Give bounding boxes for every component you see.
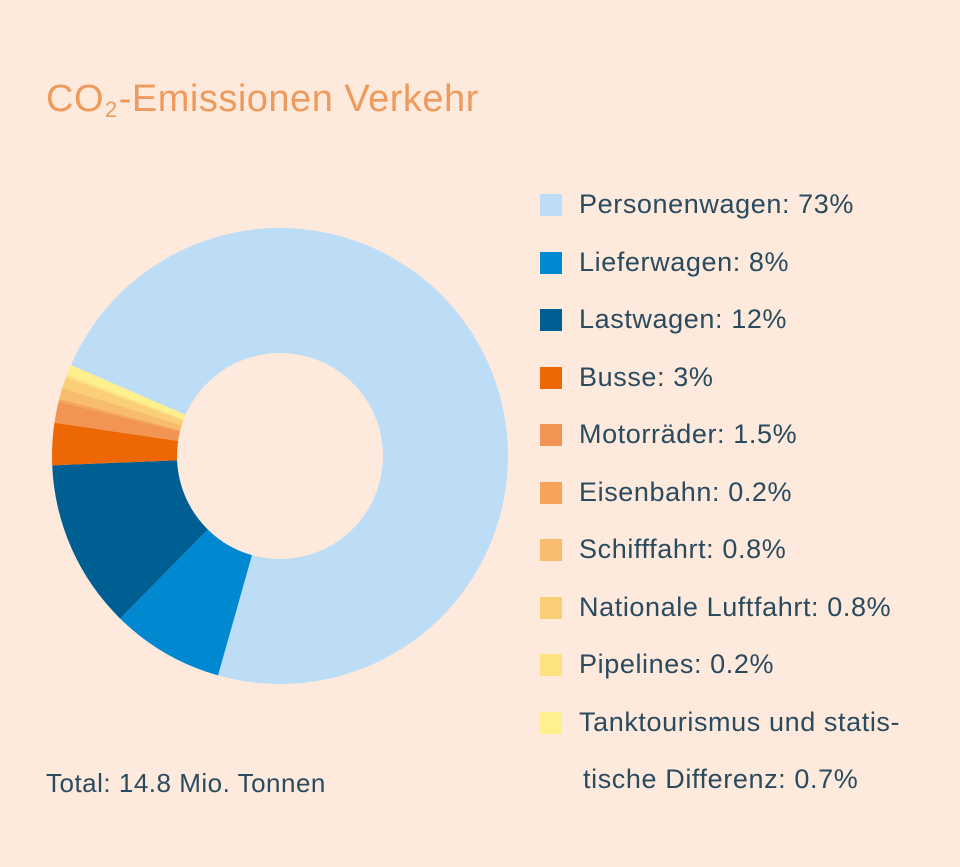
legend-label: Personenwagen: 73% [579,189,854,219]
legend-swatch [540,481,562,504]
title-suffix: -Emissionen Verkehr [118,78,479,120]
legend-label: Schifffahrt: 0.8% [579,534,787,564]
legend-swatch [540,309,562,331]
legend-label: Nationale Luftfahrt: 0.8% [579,591,892,622]
title-subscript: 2 [105,97,118,122]
legend-label: Lastwagen: 12% [579,304,788,334]
legend-label: Busse: 3% [579,361,714,392]
donut-slice-motorräder [54,401,180,441]
legend-swatch [540,251,562,274]
legend-swatch [540,424,562,446]
legend-label: Motorräder: 1.5% [579,419,798,449]
donut-slice-tanktourismus-und-statistische-differenz [67,365,186,420]
donut-slice-busse [51,422,179,466]
total-label: Total: 14.8 Mio. Tonnen [46,768,326,798]
legend-label: Eisenbahn: 0.2% [579,476,793,507]
legend-label: Lieferwagen: 8% [579,246,790,277]
chart-title: CO2-Emissionen Verkehr [46,78,479,123]
legend-swatch [540,711,562,734]
donut-slice-lieferwagen [120,529,252,676]
legend-swatch [540,539,562,561]
donut-slice-nationale-luftfahrt [62,377,184,426]
donut-slice-schifffahrt [59,387,182,431]
legend-swatch [540,654,562,676]
legend-swatch [540,194,562,216]
legend-swatch [540,596,562,619]
legend-label: Tanktourismus und statis- [579,706,901,737]
donut-slice-personenwagen [70,228,508,685]
donut-slice-eisenbahn [58,398,181,432]
title-prefix: CO [46,78,104,120]
donut-chart [51,228,508,685]
legend-label-continuation: tische Differenz: 0.7% [583,763,859,794]
donut-slice-lastwagen [52,460,208,619]
donut-slice-pipelines [66,374,184,421]
legend-swatch [540,366,562,389]
legend-label: Pipelines: 0.2% [579,649,775,679]
